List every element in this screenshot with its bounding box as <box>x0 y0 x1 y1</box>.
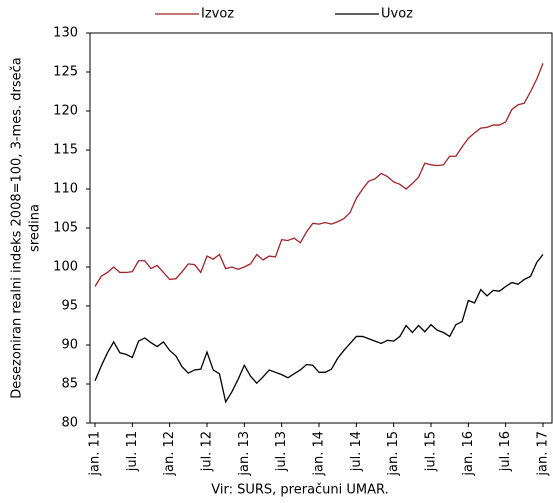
x-tick-label: jan. 12 <box>162 431 177 477</box>
y-tick-label: 100 <box>53 260 78 275</box>
legend-label: Uvoz <box>381 7 413 22</box>
y-axis-label: Desezoniran realni indeks 2008=100, 3-me… <box>10 57 25 398</box>
x-tick-label: jan. 13 <box>237 431 252 477</box>
series-line <box>94 254 544 404</box>
y-tick-label: 80 <box>61 416 78 431</box>
x-tick-label: jan. 11 <box>88 431 103 477</box>
y-tick-label: 105 <box>53 221 78 236</box>
series-line <box>94 63 544 287</box>
x-tick-label: jul. 16 <box>498 431 513 472</box>
y-tick-label: 115 <box>53 143 78 158</box>
x-tick-label: jul. 12 <box>200 431 215 472</box>
y-tick-label: 85 <box>61 377 78 392</box>
x-tick-label: jan. 15 <box>386 431 401 477</box>
y-axis-label: sredina <box>28 204 43 252</box>
x-tick-label: jan. 17 <box>536 431 551 477</box>
plot-frame <box>89 32 553 424</box>
y-tick-label: 125 <box>53 65 78 80</box>
source-note: Vir: SURS, preračuni UMAR. <box>211 483 388 498</box>
y-tick-label: 130 <box>53 26 78 41</box>
x-tick-label: jul. 11 <box>125 431 140 472</box>
x-tick-label: jul. 14 <box>349 431 364 472</box>
y-tick-label: 110 <box>53 182 78 197</box>
x-tick-label: jan. 14 <box>312 431 327 477</box>
y-tick-label: 120 <box>53 104 78 119</box>
y-tick-label: 90 <box>61 338 78 353</box>
x-tick-label: jul. 15 <box>424 431 439 472</box>
x-tick-label: jan. 16 <box>461 431 476 477</box>
legend-label: Izvoz <box>201 7 234 22</box>
x-tick-label: jul. 13 <box>274 431 289 472</box>
y-tick-label: 95 <box>61 299 78 314</box>
